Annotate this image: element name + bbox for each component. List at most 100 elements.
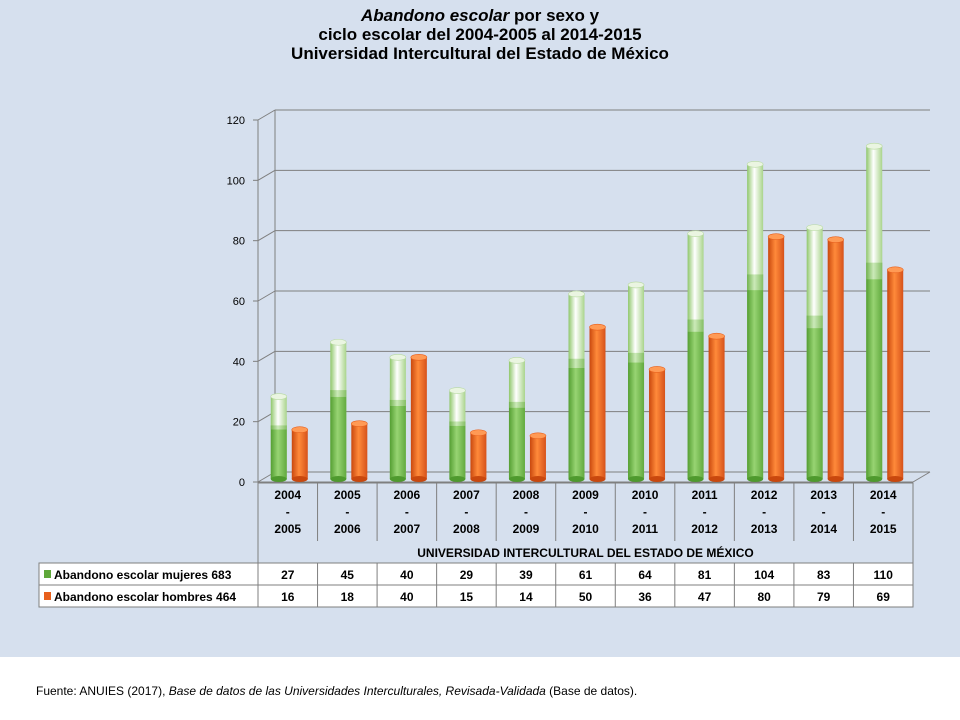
bar-shade-mujeres: [866, 262, 883, 479]
data-table-value: 36: [638, 590, 652, 604]
title-line-3: Universidad Intercultural del Estado de …: [291, 44, 669, 63]
bar-top: [410, 354, 428, 361]
bar-top: [330, 338, 347, 346]
bar-top: [351, 420, 368, 428]
x-tick-label: 2008: [453, 522, 480, 536]
footer-italic: Base de datos de las Universidades Inter…: [168, 684, 546, 698]
bar: [589, 323, 606, 482]
bar-blend-mujeres: [747, 242, 764, 291]
bar: [568, 290, 585, 482]
bar-top: [589, 323, 606, 331]
x-tick-label: -: [464, 505, 468, 519]
bar-top: [708, 332, 725, 340]
x-tick-label: 2009: [572, 488, 599, 502]
x-tick-label: -: [881, 505, 885, 519]
bar-blend-mujeres: [508, 390, 525, 408]
bar-top: [508, 357, 526, 364]
gridline-depth: [257, 230, 276, 242]
bar: [827, 236, 844, 482]
bar: [449, 387, 466, 482]
bar-top: [529, 432, 547, 440]
bar-body-hombres: [529, 435, 546, 479]
legend-label: Abandono escolar hombres 464: [54, 590, 236, 604]
x-tick-label: -: [405, 505, 409, 519]
bar: [470, 429, 487, 482]
title-line-2: ciclo escolar del 2004-2005 al 2014-2015: [318, 25, 642, 44]
x-tick-label: 2011: [692, 488, 718, 502]
x-tick-label: 2004: [274, 488, 301, 502]
bar-body-hombres: [589, 327, 606, 479]
bar-base: [508, 476, 525, 482]
bar-base: [768, 476, 785, 482]
bar-base: [747, 476, 764, 482]
bar: [330, 338, 347, 482]
bar-body-hombres: [827, 239, 844, 479]
bar-shade-mujeres: [687, 319, 704, 479]
data-table-value: 18: [341, 590, 355, 604]
bar-top: [291, 426, 309, 434]
data-table-value: 47: [698, 590, 712, 604]
x-tick-label: 2007: [394, 522, 421, 536]
data-table-value: 40: [400, 568, 414, 582]
bar-shade-mujeres: [508, 401, 525, 479]
bar-top: [886, 266, 904, 274]
gridline-depth: [257, 290, 276, 302]
bar-blend-mujeres: [687, 294, 704, 332]
bar-blend-mujeres: [628, 333, 645, 363]
data-table-value: 16: [281, 590, 295, 604]
x-tick-label: 2013: [751, 522, 778, 536]
bar-base: [628, 476, 645, 482]
bar-body-hombres: [410, 357, 427, 479]
bar-shade-mujeres: [389, 399, 406, 479]
bar-base: [389, 476, 406, 482]
bar: [389, 354, 407, 482]
data-table-value: 39: [519, 568, 533, 582]
bar-top: [568, 290, 585, 298]
bar-base: [827, 476, 844, 482]
bar-base: [687, 476, 704, 482]
bar-shade-mujeres: [330, 390, 347, 479]
x-tick-label: 2013: [810, 488, 837, 502]
bar-top: [270, 393, 288, 400]
footer-suffix: (Base de datos).: [545, 684, 638, 698]
bar-shade-mujeres: [449, 421, 466, 479]
bar-base: [708, 476, 725, 482]
bar-top: [648, 366, 666, 373]
legend-key: [44, 570, 51, 578]
data-table-value: 50: [579, 590, 593, 604]
bar-body-hombres: [351, 423, 368, 479]
y-tick-label: 80: [233, 236, 245, 248]
data-table-value: 110: [874, 568, 894, 582]
gridline-depth: [257, 169, 276, 181]
bar: [351, 420, 368, 482]
bar: [291, 426, 309, 482]
data-table-value: 80: [757, 590, 771, 604]
bar-blend-mujeres: [330, 376, 347, 397]
bar: [708, 332, 725, 482]
bar-base: [529, 476, 546, 482]
bar: [767, 233, 785, 482]
x-tick-label: -: [286, 505, 290, 519]
x-tick-label: 2011: [632, 522, 658, 536]
bar: [687, 230, 704, 482]
bar-shade-mujeres: [806, 315, 823, 479]
bar: [806, 224, 823, 482]
x-tick-label: 2010: [572, 522, 599, 536]
bar-base: [649, 476, 666, 482]
bar-body-hombres: [887, 269, 904, 479]
bar-base: [568, 476, 585, 482]
bar: [746, 160, 764, 482]
source-footer: Fuente: ANUIES (2017), Base de datos de …: [36, 684, 637, 698]
bar-top: [627, 281, 645, 289]
data-table-value: 79: [817, 590, 831, 604]
bar: [508, 357, 526, 482]
x-tick-label: 2015: [870, 522, 897, 536]
bar-base: [291, 476, 308, 482]
bar-shade-mujeres: [270, 425, 287, 479]
bar-top: [746, 160, 764, 168]
data-table-value: 15: [460, 590, 474, 604]
bar: [529, 432, 547, 482]
y-tick-label: 0: [239, 477, 245, 489]
gridline-depth: [257, 109, 276, 121]
bar-body-hombres: [291, 429, 308, 479]
